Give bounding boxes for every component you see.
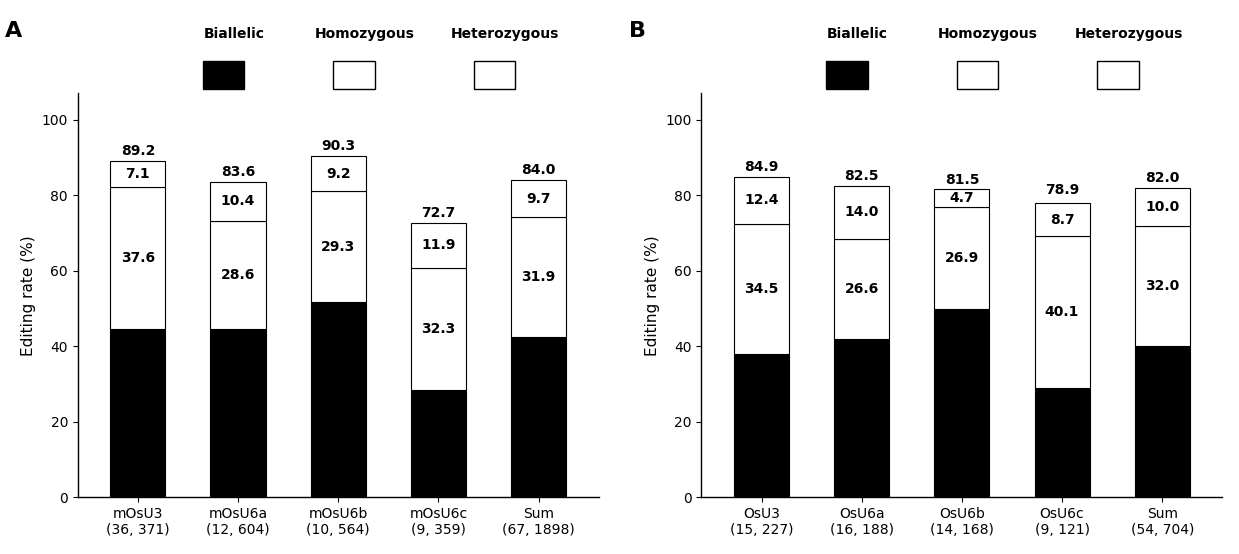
Text: Biallelic: Biallelic: [203, 27, 265, 41]
Bar: [211, 221, 265, 329]
Text: 8.7: 8.7: [1049, 213, 1074, 227]
Text: 84.0: 84.0: [522, 163, 556, 177]
Bar: [411, 390, 466, 497]
Text: 72.7: 72.7: [421, 206, 456, 220]
Text: 7.1: 7.1: [125, 167, 150, 181]
Bar: [110, 161, 166, 187]
FancyBboxPatch shape: [333, 61, 374, 89]
Bar: [211, 182, 265, 221]
Text: 78.9: 78.9: [1044, 182, 1079, 197]
Text: 37.6: 37.6: [121, 252, 155, 265]
Bar: [934, 309, 990, 497]
Bar: [834, 239, 890, 339]
Text: 11.9: 11.9: [421, 238, 456, 253]
FancyBboxPatch shape: [473, 61, 515, 89]
Bar: [1135, 346, 1189, 497]
Text: 26.9: 26.9: [945, 251, 979, 265]
Bar: [311, 156, 366, 191]
Bar: [1035, 388, 1089, 497]
FancyBboxPatch shape: [957, 61, 999, 89]
Bar: [411, 268, 466, 390]
Y-axis label: Editing rate (%): Editing rate (%): [644, 235, 660, 356]
Bar: [510, 180, 566, 217]
Text: 10.0: 10.0: [1145, 199, 1180, 214]
Text: Biallelic: Biallelic: [828, 27, 888, 41]
Bar: [510, 337, 566, 497]
Text: 12.4: 12.4: [745, 193, 779, 207]
Text: A: A: [5, 20, 22, 41]
FancyBboxPatch shape: [203, 61, 244, 89]
Bar: [1135, 225, 1189, 346]
Bar: [934, 189, 990, 207]
FancyBboxPatch shape: [826, 61, 869, 89]
Text: 84.9: 84.9: [745, 160, 779, 174]
Bar: [1035, 203, 1089, 236]
Bar: [733, 354, 789, 497]
Text: 31.9: 31.9: [522, 270, 555, 284]
Text: 26.6: 26.6: [845, 282, 878, 296]
Y-axis label: Editing rate (%): Editing rate (%): [21, 235, 36, 356]
Text: 4.7: 4.7: [949, 191, 974, 205]
Text: 32.0: 32.0: [1145, 279, 1180, 293]
FancyBboxPatch shape: [1098, 61, 1139, 89]
Text: 9.7: 9.7: [527, 192, 551, 206]
Text: 82.5: 82.5: [845, 169, 878, 183]
Text: 9.2: 9.2: [326, 167, 351, 181]
Bar: [934, 207, 990, 309]
Bar: [110, 330, 166, 497]
Text: 40.1: 40.1: [1044, 305, 1079, 319]
Bar: [733, 177, 789, 224]
Text: 82.0: 82.0: [1145, 171, 1180, 185]
Text: Heterozygous: Heterozygous: [1074, 27, 1183, 41]
Bar: [733, 224, 789, 354]
Bar: [510, 217, 566, 337]
Bar: [311, 302, 366, 497]
Bar: [211, 329, 265, 497]
Text: 89.2: 89.2: [120, 143, 155, 158]
Bar: [1035, 236, 1089, 388]
Bar: [834, 186, 890, 239]
Text: 81.5: 81.5: [944, 173, 979, 187]
Text: 34.5: 34.5: [745, 282, 779, 296]
Bar: [834, 339, 890, 497]
Text: Homozygous: Homozygous: [938, 27, 1038, 41]
Text: 14.0: 14.0: [845, 206, 878, 219]
Text: Homozygous: Homozygous: [315, 27, 414, 41]
Bar: [110, 187, 166, 330]
Text: 29.3: 29.3: [321, 239, 356, 254]
Text: 83.6: 83.6: [221, 165, 255, 179]
Text: 10.4: 10.4: [221, 194, 255, 208]
Bar: [311, 191, 366, 302]
Text: Heterozygous: Heterozygous: [451, 27, 559, 41]
Text: 90.3: 90.3: [321, 140, 356, 153]
Text: B: B: [628, 20, 646, 41]
Text: 32.3: 32.3: [421, 322, 456, 336]
Bar: [1135, 188, 1189, 225]
Text: 28.6: 28.6: [221, 268, 255, 282]
Bar: [411, 223, 466, 268]
